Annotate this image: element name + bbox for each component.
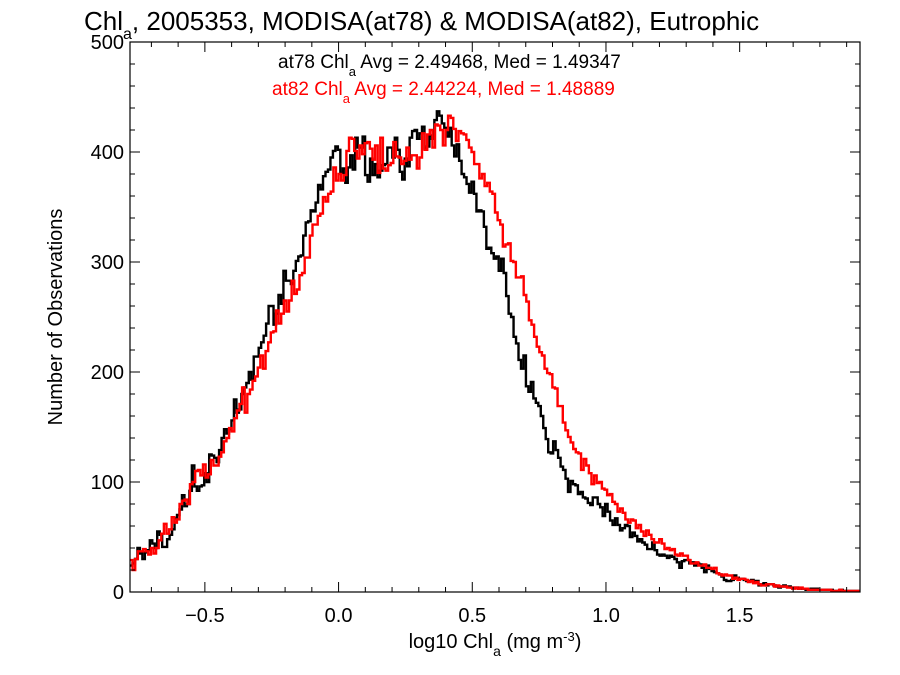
axis-layer: −0.5 0.0 0.5 1.0 1.5 0 100 200 300 400 500 [91, 32, 860, 627]
y-tick-label: 0 [113, 582, 124, 604]
histogram-series-at78 [130, 110, 860, 593]
x-tick-label: 1.0 [592, 605, 620, 627]
y-tick-label: 300 [91, 252, 124, 274]
y-axis-label: Number of Observations [45, 209, 67, 426]
y-tick-label: 200 [91, 362, 124, 384]
x-axis-label: log10 Chla (mg m-3) [409, 629, 582, 660]
plot-frame [129, 41, 861, 593]
chart-title: Chla, 2005353, MODISA(at78) & MODISA(at8… [84, 6, 759, 43]
y-tick-label: 500 [91, 32, 124, 54]
x-tick-label: 0.5 [458, 605, 486, 627]
histogram-series-at82 [130, 114, 860, 593]
y-tick-label: 400 [91, 142, 124, 164]
x-tick-label: 1.5 [726, 605, 754, 627]
annotation-at78: at78 Chla Avg = 2.49468, Med = 1.49347 [278, 52, 621, 79]
series-layer [130, 110, 860, 593]
annotation-at82: at82 Chla Avg = 2.44224, Med = 1.48889 [272, 79, 615, 106]
x-tick-label: 0.0 [325, 605, 353, 627]
x-tick-label: −0.5 [185, 605, 224, 627]
y-tick-label: 100 [91, 472, 124, 494]
